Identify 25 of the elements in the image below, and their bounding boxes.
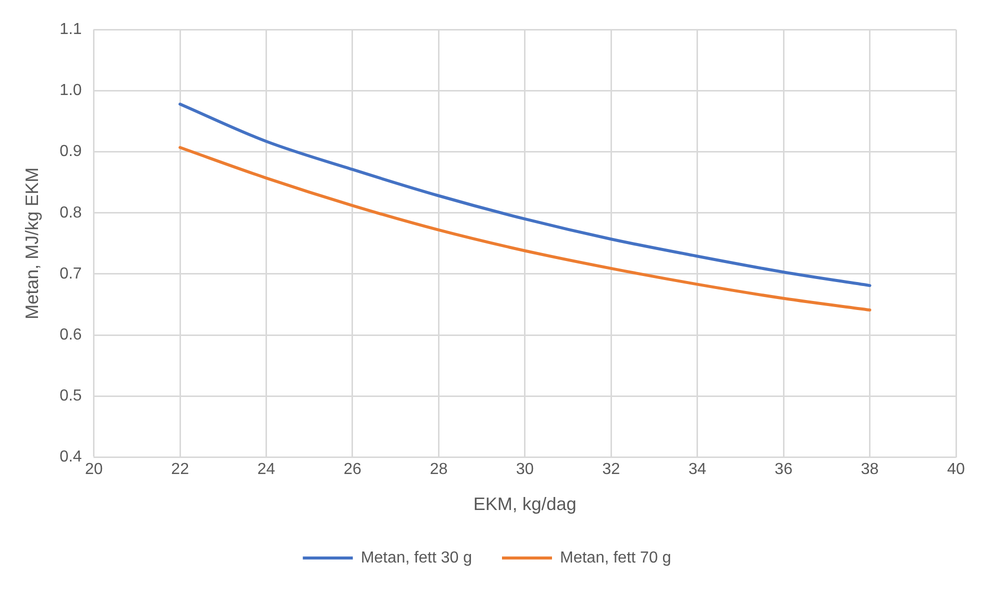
x-tick-label: 24 [257,461,276,478]
y-tick-label: 0.9 [60,143,82,160]
x-tick-label: 22 [171,461,190,478]
line-series [178,146,872,312]
y-tick-label: 0.4 [60,448,82,466]
y-tick-label: 1.0 [60,82,82,100]
legend-label: Metan, fett 70 g [560,549,672,566]
x-tick-label: 34 [688,461,706,478]
x-tick-label: 38 [860,461,879,478]
x-tick-label: 30 [516,461,534,478]
x-tick-label: 40 [947,461,965,478]
x-axis-title: EKM, kg/dag [473,494,576,514]
x-tick-label: 26 [344,461,362,478]
x-tick-label: 32 [602,461,620,478]
y-tick-label: 0.6 [60,326,82,344]
y-tick-label: 1.1 [60,21,82,38]
y-tick-label: 0.7 [60,265,82,282]
x-tick-label: 20 [84,461,103,478]
x-tick-label: 36 [774,461,793,478]
y-tick-label: 0.5 [60,388,82,405]
line-series [178,102,872,288]
x-tick-label: 28 [430,461,448,478]
y-tick-label: 0.8 [60,204,82,222]
y-axis-title: Metan, MJ/kg EKM [22,167,42,320]
legend-label: Metan, fett 30 g [360,549,472,566]
